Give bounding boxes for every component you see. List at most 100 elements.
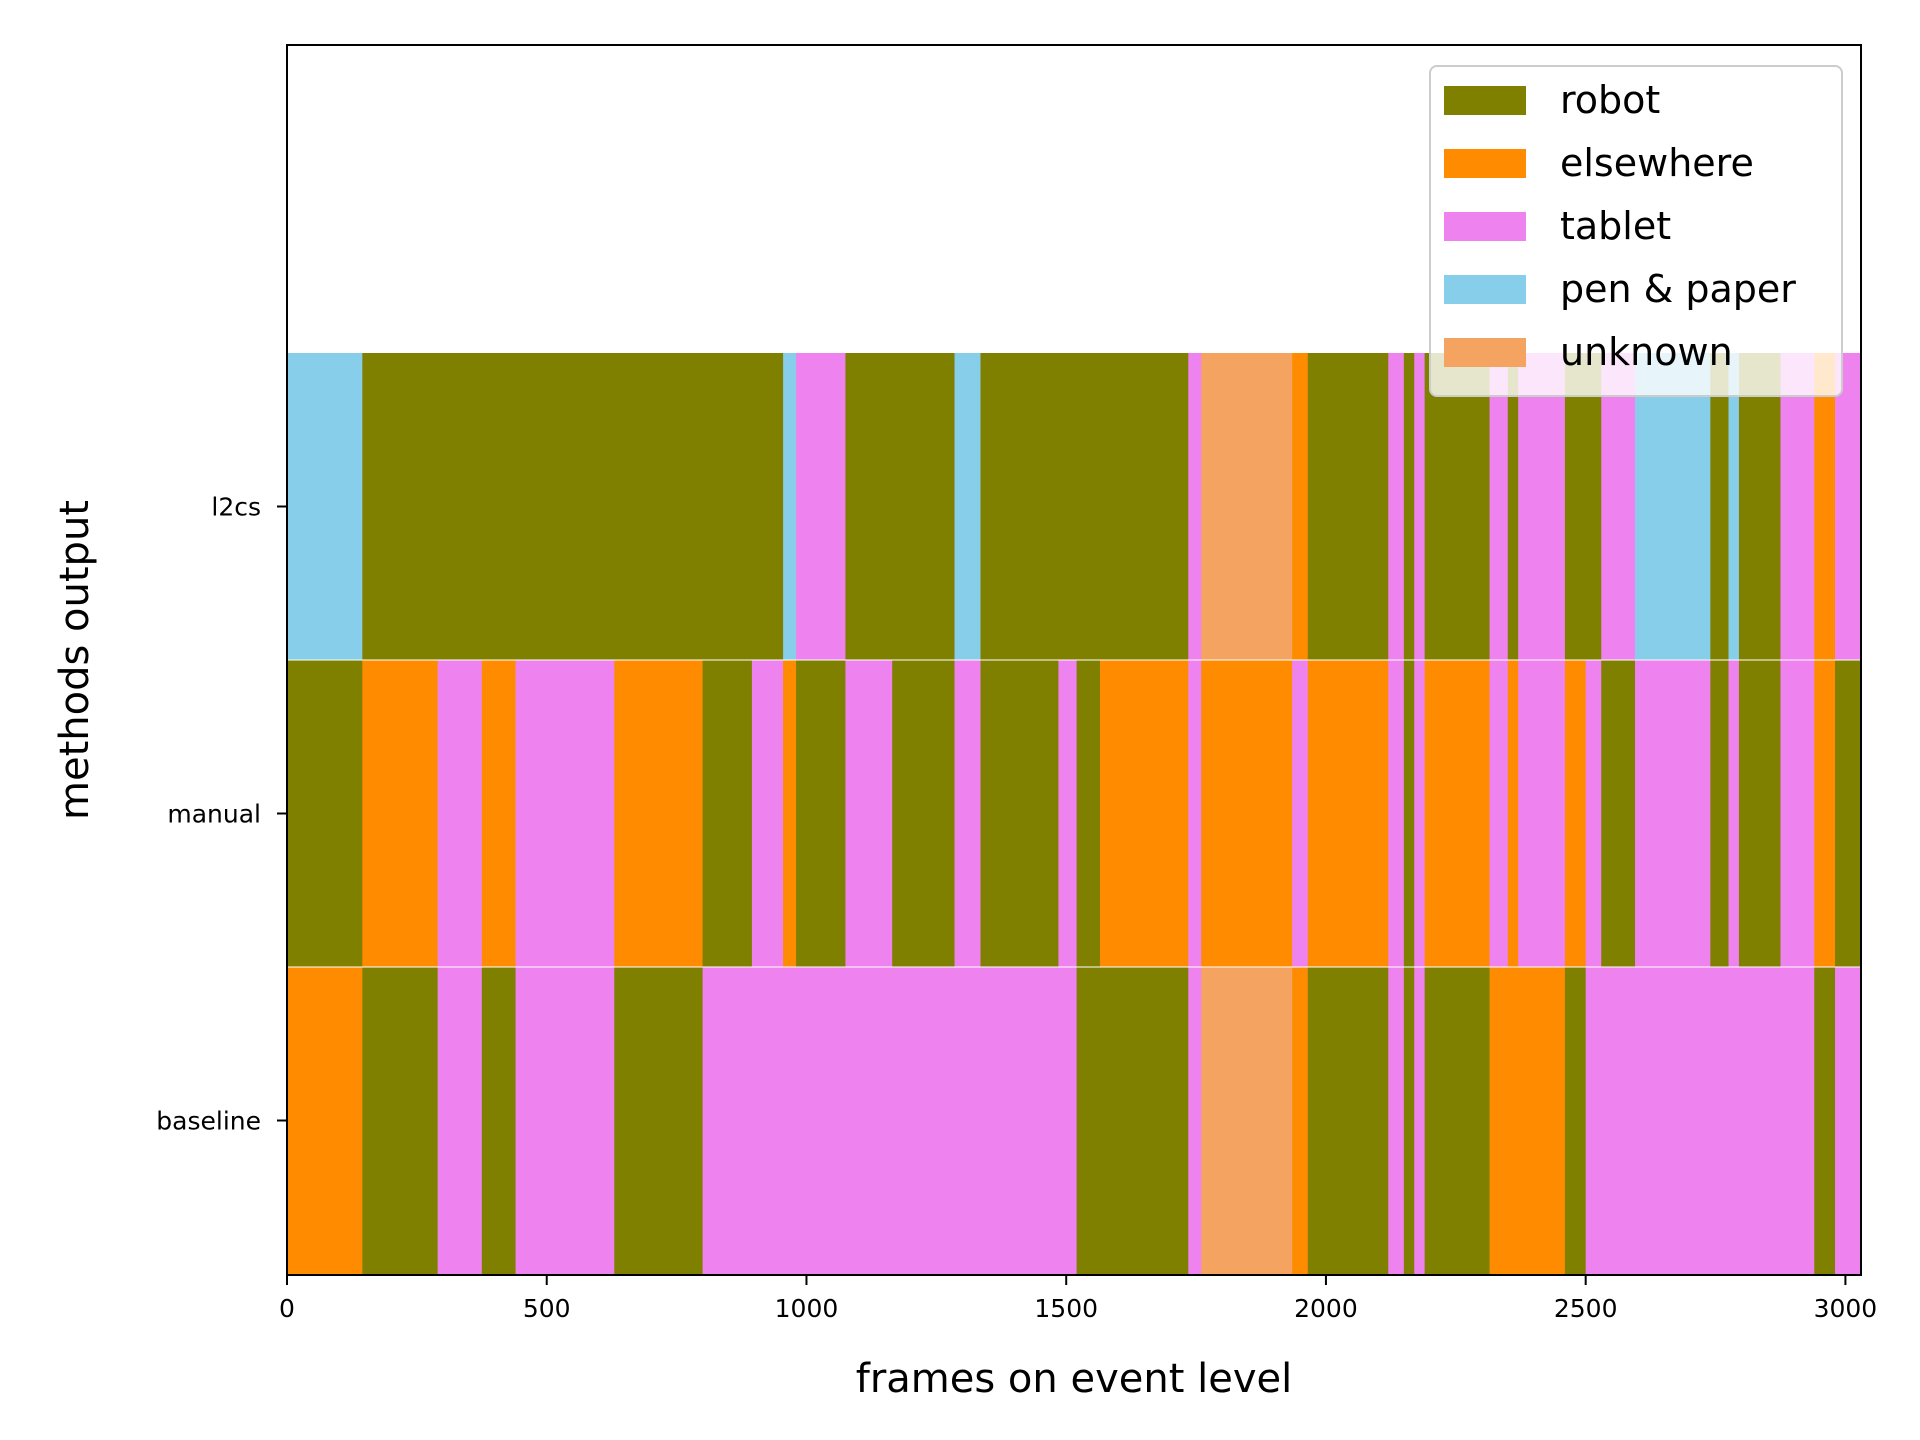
segment-baseline-elsewhere bbox=[1489, 967, 1566, 1274]
segment-l2cs-tablet bbox=[1601, 353, 1636, 660]
segment-manual-robot bbox=[1601, 660, 1636, 967]
segment-manual-tablet bbox=[1518, 660, 1566, 967]
segment-l2cs-tablet bbox=[1780, 353, 1815, 660]
segment-baseline-robot bbox=[1564, 967, 1587, 1274]
segment-l2cs-robot bbox=[1424, 353, 1491, 660]
segment-l2cs-pen-paper bbox=[954, 353, 981, 660]
x-tick-label: 0 bbox=[279, 1294, 295, 1323]
segment-manual-tablet bbox=[1489, 660, 1509, 967]
segment-manual-robot bbox=[1710, 660, 1730, 967]
segment-baseline-robot bbox=[1424, 967, 1491, 1274]
segment-baseline-tablet bbox=[702, 967, 1078, 1274]
segment-l2cs-tablet bbox=[796, 353, 846, 660]
segment-l2cs-tablet bbox=[1835, 353, 1862, 660]
legend-swatch-tablet bbox=[1444, 212, 1526, 241]
segment-manual-tablet bbox=[1414, 660, 1426, 967]
segment-l2cs-pen-paper bbox=[1635, 353, 1711, 660]
segment-manual-elsewhere bbox=[1507, 660, 1519, 967]
segment-baseline-unknown bbox=[1201, 967, 1293, 1274]
segment-manual-elsewhere bbox=[614, 660, 704, 967]
segment-manual-elsewhere bbox=[1307, 660, 1389, 967]
segment-manual-tablet bbox=[515, 660, 615, 967]
segment-manual-elsewhere bbox=[1099, 660, 1189, 967]
segment-manual-tablet bbox=[1292, 660, 1309, 967]
segment-manual-tablet bbox=[845, 660, 893, 967]
segment-baseline-robot bbox=[1307, 967, 1389, 1274]
segment-manual-tablet bbox=[1635, 660, 1711, 967]
segment-l2cs-robot bbox=[845, 353, 956, 660]
segment-baseline-elsewhere bbox=[287, 967, 363, 1274]
y-tick-label-manual: manual bbox=[167, 800, 261, 829]
segment-l2cs-tablet bbox=[1518, 353, 1566, 660]
segment-manual-tablet bbox=[1780, 660, 1815, 967]
axes-frame bbox=[286, 44, 1862, 1276]
segment-baseline-tablet bbox=[437, 967, 483, 1274]
segment-baseline-tablet bbox=[1835, 967, 1862, 1274]
segment-manual-elsewhere bbox=[481, 660, 517, 967]
x-tick-label: 1500 bbox=[1034, 1294, 1098, 1323]
segment-manual-tablet bbox=[1585, 660, 1602, 967]
segment-baseline-tablet bbox=[1414, 967, 1426, 1274]
legend-swatch-elsewhere bbox=[1444, 149, 1526, 178]
segment-l2cs-elsewhere bbox=[1292, 353, 1309, 660]
segment-l2cs-tablet bbox=[1188, 353, 1202, 660]
segment-l2cs-robot bbox=[362, 353, 784, 660]
segments-layer bbox=[287, 353, 1862, 1274]
legend-swatch-unknown bbox=[1444, 338, 1526, 367]
x-axis-label: frames on event level bbox=[856, 1356, 1292, 1402]
segment-manual-tablet bbox=[751, 660, 784, 967]
segment-baseline-tablet bbox=[1388, 967, 1405, 1274]
segment-manual-robot bbox=[1403, 660, 1415, 967]
x-tick-label: 3000 bbox=[1814, 1294, 1878, 1323]
segment-l2cs-elsewhere bbox=[1814, 353, 1836, 660]
segment-l2cs-tablet bbox=[1388, 353, 1405, 660]
segment-manual-robot bbox=[1835, 660, 1862, 967]
legend-swatch-pen-paper bbox=[1444, 275, 1526, 304]
segment-manual-robot bbox=[1738, 660, 1781, 967]
segment-baseline-tablet bbox=[1188, 967, 1202, 1274]
segment-baseline-robot bbox=[614, 967, 704, 1274]
segment-baseline-robot bbox=[1076, 967, 1189, 1274]
legend-label-tablet: tablet bbox=[1560, 204, 1671, 248]
segment-manual-robot bbox=[702, 660, 753, 967]
segment-l2cs-robot bbox=[1403, 353, 1415, 660]
segment-manual-tablet bbox=[1388, 660, 1405, 967]
segment-manual-robot bbox=[287, 660, 363, 967]
segment-manual-elsewhere bbox=[1424, 660, 1491, 967]
segment-baseline-elsewhere bbox=[1292, 967, 1309, 1274]
y-tick-label-baseline: baseline bbox=[156, 1107, 261, 1136]
y-tick-label-l2cs: l2cs bbox=[211, 493, 261, 522]
segment-manual-elsewhere bbox=[362, 660, 439, 967]
legend-label-pen-paper: pen & paper bbox=[1560, 267, 1796, 311]
segment-l2cs-robot bbox=[1710, 353, 1730, 660]
segment-baseline-robot bbox=[362, 967, 439, 1274]
segment-manual-elsewhere bbox=[783, 660, 797, 967]
x-tick-label: 2000 bbox=[1294, 1294, 1358, 1323]
x-tick-label: 500 bbox=[523, 1294, 571, 1323]
segment-manual-tablet bbox=[437, 660, 483, 967]
x-tick-label: 1000 bbox=[775, 1294, 839, 1323]
segment-manual-tablet bbox=[1188, 660, 1202, 967]
x-axis-ticks: 0 500 1000 1500 2000 2500 3000 bbox=[279, 1275, 1877, 1323]
segment-l2cs-pen-paper bbox=[783, 353, 797, 660]
segment-baseline-robot bbox=[481, 967, 517, 1274]
y-axis-label: methods output bbox=[52, 500, 98, 820]
segment-manual-elsewhere bbox=[1564, 660, 1587, 967]
segment-l2cs-robot bbox=[980, 353, 1189, 660]
segment-l2cs-robot bbox=[1307, 353, 1389, 660]
segment-manual-tablet bbox=[954, 660, 981, 967]
segment-l2cs-tablet bbox=[1414, 353, 1426, 660]
segment-baseline-robot bbox=[1403, 967, 1415, 1274]
legend-label-robot: robot bbox=[1560, 78, 1660, 122]
segment-manual-robot bbox=[892, 660, 956, 967]
segment-manual-tablet bbox=[1058, 660, 1078, 967]
segment-l2cs-robot bbox=[1564, 353, 1602, 660]
legend-label-unknown: unknown bbox=[1560, 330, 1733, 374]
segment-manual-elsewhere bbox=[1814, 660, 1836, 967]
segment-baseline-robot bbox=[1814, 967, 1836, 1274]
segment-manual-elsewhere bbox=[1201, 660, 1293, 967]
legend-items: robot elsewhere tablet pen & paper unknown bbox=[1444, 78, 1796, 374]
segment-l2cs-pen-paper bbox=[287, 353, 363, 660]
segment-baseline-tablet bbox=[1585, 967, 1815, 1274]
